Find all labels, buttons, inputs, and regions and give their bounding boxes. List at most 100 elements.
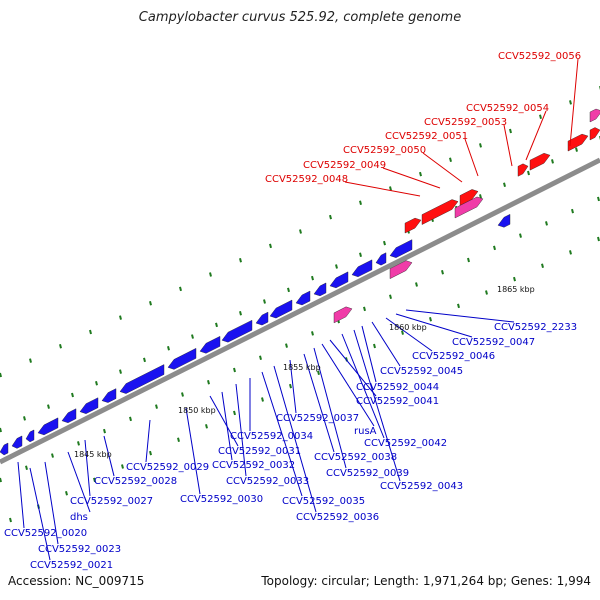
reverse-gene-label: CCV52592_0037: [276, 413, 359, 424]
reverse-label-leader: [185, 407, 201, 495]
reverse-label-leader: [273, 365, 317, 513]
reverse-label-leader: [371, 321, 401, 367]
reverse-label-leader: [84, 439, 91, 497]
reverse-gene-label: CCV52592_0038: [314, 452, 397, 463]
forward-gene-label: CCV52592_0051: [385, 131, 468, 142]
scale-tick: [179, 286, 182, 292]
scale-tick: [167, 345, 170, 351]
scale-tick: [261, 397, 264, 402]
scale-label: 1855 kbp: [283, 363, 321, 372]
reverse-gene-label: CCV52592_0039: [326, 468, 409, 479]
scale-tick: [269, 243, 272, 249]
rna-feature: [589, 108, 600, 123]
scale-tick: [215, 322, 218, 328]
topology-text: Topology: circular; Length: 1,971,264 bp…: [261, 574, 591, 588]
reverse-gene-label: CCV52592_0036: [296, 512, 379, 523]
scale-tick: [29, 358, 32, 363]
scale-tick: [509, 128, 512, 134]
scale-tick: [503, 182, 506, 187]
scale-tick: [311, 331, 314, 336]
scale-tick: [47, 404, 50, 409]
scale-tick: [449, 157, 452, 162]
forward-label-leader: [525, 110, 547, 161]
forward-gene-arrow: [459, 189, 479, 206]
scale-tick: [335, 264, 338, 269]
scale-tick: [467, 257, 470, 263]
scale-tick: [311, 275, 314, 281]
forward-label-leader: [422, 152, 463, 183]
reverse-gene-label: CCV52592_0031: [218, 446, 301, 457]
scale-tick: [287, 287, 290, 293]
reverse-gene-label: CCV52592_2233: [494, 322, 577, 333]
forward-gene-arrow: [404, 217, 422, 234]
scale-tick: [239, 257, 242, 263]
reverse-gene-arrow: [61, 408, 77, 424]
scale-tick: [149, 301, 152, 306]
scale-tick: [513, 276, 516, 282]
scale-tick: [429, 317, 432, 322]
scale-tick: [363, 306, 366, 312]
scale-tick: [551, 159, 554, 164]
reverse-gene-label: rusA: [354, 426, 377, 437]
scale-tick: [129, 416, 132, 422]
scale-tick: [71, 392, 74, 398]
reverse-label-leader: [313, 347, 347, 469]
scale-tick: [59, 344, 62, 349]
scale-tick: [571, 208, 574, 214]
reverse-gene-arrow: [329, 271, 349, 289]
reverse-label-leader: [67, 451, 91, 513]
reverse-gene-label: CCV52592_0044: [356, 382, 439, 393]
scale-tick: [181, 392, 184, 397]
reverse-label-leader: [17, 461, 25, 529]
reverse-gene-arrow: [101, 388, 117, 403]
reverse-gene-arrow: [37, 417, 59, 436]
reverse-gene-label: CCV52592_0030: [180, 494, 263, 505]
scale-tick: [89, 329, 92, 335]
scale-tick: [239, 310, 242, 316]
forward-label-leader: [569, 58, 579, 147]
reverse-gene-arrow: [221, 319, 253, 343]
reverse-label-leader: [405, 309, 515, 323]
reverse-gene-label: CCV52592_0029: [126, 462, 209, 473]
scale-tick: [493, 245, 496, 251]
reverse-gene-label: CCV52592_0035: [282, 496, 365, 507]
scale-tick: [597, 196, 600, 202]
scale-tick: [205, 424, 208, 429]
scale-tick: [299, 229, 302, 234]
scale-tick: [65, 490, 68, 496]
scale-tick: [191, 334, 194, 339]
reverse-gene-arrow: [375, 252, 387, 266]
reverse-gene-arrow: [313, 282, 327, 297]
scale-tick: [541, 263, 544, 268]
scale-tick: [119, 369, 122, 374]
reverse-gene-label: CCV52592_0032: [212, 460, 295, 471]
scale-label: 1860 kbp: [389, 323, 427, 332]
scale-tick: [479, 143, 482, 148]
scale-tick: [119, 315, 122, 320]
forward-gene-arrow: [529, 152, 551, 171]
scale-tick: [233, 367, 236, 373]
reverse-gene-label: dhs: [70, 512, 88, 523]
rna-feature: [333, 306, 353, 324]
reverse-gene-label: CCV52592_0020: [4, 528, 87, 539]
reverse-gene-arrow: [295, 290, 311, 306]
reverse-gene-arrow: [0, 442, 9, 456]
reverse-label-leader: [321, 343, 375, 427]
reverse-label-leader: [235, 383, 247, 477]
scale-tick: [359, 252, 362, 258]
map-title: Campylobacter curvus 525.92, complete ge…: [138, 10, 462, 25]
forward-gene-arrow: [421, 199, 459, 225]
reverse-gene-arrow: [11, 435, 23, 449]
reverse-gene-arrow: [167, 347, 197, 370]
rna-feature: [389, 260, 413, 280]
scale-tick: [121, 464, 124, 469]
scale-tick: [359, 200, 362, 206]
scale-tick: [317, 370, 320, 376]
scale-label: 1845 kbp: [74, 450, 112, 459]
reverse-label-leader: [44, 461, 59, 545]
scale-tick: [527, 170, 530, 176]
reverse-gene-label: CCV52592_0043: [380, 481, 463, 492]
forward-gene-arrow: [589, 127, 600, 141]
scale-tick: [259, 355, 262, 361]
forward-gene-label: CCV52592_0053: [424, 117, 507, 128]
